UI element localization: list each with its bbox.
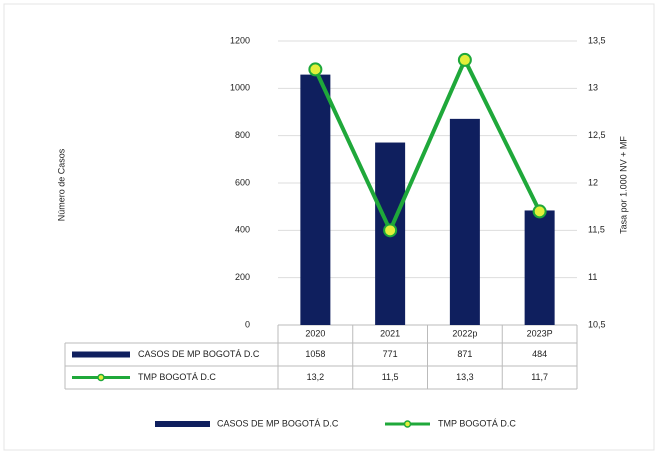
- y-axis-label: Número de Casos: [56, 148, 66, 221]
- y-tick-label: 600: [235, 177, 250, 187]
- line-marker: [308, 62, 323, 77]
- bar: [449, 118, 480, 325]
- x-tick-label: 2021: [380, 328, 400, 338]
- line-marker: [532, 204, 547, 219]
- y-tick-label: 200: [235, 272, 250, 282]
- legend-marker: [97, 373, 105, 382]
- y2-tick-label: 12,5: [588, 130, 606, 140]
- y2-tick-label: 10,5: [588, 319, 606, 329]
- line-marker: [457, 52, 472, 67]
- table-cell: 771: [383, 349, 398, 359]
- bar: [524, 210, 555, 325]
- y2-tick-label: 11: [588, 272, 597, 282]
- bar: [300, 74, 331, 326]
- y-tick-label: 0: [245, 319, 250, 329]
- x-tick-label: 2022p: [452, 328, 477, 338]
- y2-tick-label: 13,5: [588, 35, 606, 45]
- legend-marker: [403, 420, 412, 428]
- legend-label: TMP BOGOTÁ D.C: [438, 418, 516, 428]
- table-cell: 871: [457, 349, 472, 359]
- table-row-label: CASOS DE MP BOGOTÁ D.C: [138, 349, 260, 359]
- table-row-label: TMP BOGOTÁ D.C: [138, 372, 216, 382]
- table-cell: 484: [532, 349, 547, 359]
- table-cell: 11,5: [382, 372, 399, 382]
- y2-tick-label: 13: [588, 83, 598, 93]
- y2-tick-label: 12: [588, 177, 598, 187]
- y-tick-label: 800: [235, 130, 250, 140]
- table-cell: 11,7: [531, 372, 548, 382]
- table-cell: 1058: [305, 349, 325, 359]
- y2-tick-label: 11,5: [588, 225, 605, 235]
- y2-axis-label: Tasa por 1.000 NV + MF: [618, 136, 628, 234]
- y-tick-label: 1200: [230, 35, 250, 45]
- x-tick-label: 2023P: [527, 328, 553, 338]
- y-tick-label: 400: [235, 225, 250, 235]
- legend-swatch: [72, 351, 130, 358]
- table-cell: 13,2: [307, 372, 325, 382]
- legend-label: CASOS DE MP BOGOTÁ D.C: [217, 418, 339, 428]
- table-cell: 13,3: [456, 372, 474, 382]
- line: [313, 57, 542, 233]
- line-marker: [383, 223, 398, 238]
- x-tick-label: 2020: [305, 328, 325, 338]
- y-tick-label: 1000: [230, 83, 250, 93]
- legend-swatch: [155, 421, 210, 427]
